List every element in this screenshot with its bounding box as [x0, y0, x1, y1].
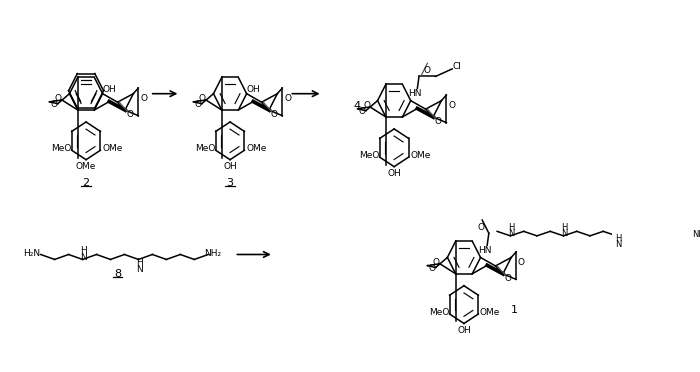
Text: O: O	[51, 100, 58, 109]
Text: O: O	[127, 110, 134, 119]
Text: MeO: MeO	[51, 144, 72, 153]
Text: O: O	[359, 107, 366, 116]
Text: N: N	[615, 240, 622, 249]
Text: O: O	[477, 223, 484, 232]
Text: 4: 4	[354, 100, 361, 110]
Text: H: H	[80, 246, 87, 255]
Text: HN: HN	[478, 246, 491, 255]
Text: MeO: MeO	[360, 151, 380, 160]
Text: O: O	[505, 274, 512, 283]
Text: OH: OH	[387, 169, 401, 178]
Text: 1: 1	[511, 305, 518, 315]
Text: H: H	[561, 224, 568, 232]
Text: N: N	[508, 230, 514, 238]
Text: OMe: OMe	[102, 144, 122, 153]
Text: 2: 2	[83, 177, 90, 187]
Text: NH₂: NH₂	[204, 249, 221, 258]
Text: O: O	[195, 100, 202, 109]
Text: O: O	[363, 102, 370, 110]
Text: O: O	[55, 94, 62, 103]
Text: O: O	[284, 94, 291, 103]
Text: MeO: MeO	[429, 308, 449, 317]
Text: H: H	[136, 258, 143, 267]
Text: 8: 8	[114, 269, 121, 279]
Text: OMe: OMe	[480, 308, 500, 317]
Text: O: O	[428, 264, 435, 273]
Text: O: O	[448, 101, 455, 110]
Text: OH: OH	[223, 162, 237, 171]
Text: N: N	[561, 230, 568, 238]
Text: O: O	[140, 94, 147, 103]
Text: N: N	[80, 253, 87, 262]
Text: 3: 3	[227, 177, 234, 187]
Text: OH: OH	[457, 326, 471, 335]
Text: HN: HN	[408, 89, 421, 98]
Text: OH: OH	[246, 85, 260, 94]
Text: H: H	[508, 224, 514, 232]
Text: O: O	[271, 110, 278, 119]
Text: O: O	[435, 117, 442, 126]
Text: Cl: Cl	[453, 62, 461, 71]
Text: OH: OH	[102, 85, 116, 94]
Text: O: O	[518, 258, 525, 267]
Text: O: O	[199, 94, 206, 103]
Text: H₂N: H₂N	[23, 249, 41, 258]
Text: NH₂: NH₂	[692, 230, 700, 239]
Text: MeO: MeO	[195, 144, 216, 153]
Text: N: N	[136, 265, 143, 274]
Text: O: O	[433, 258, 440, 267]
Text: OMe: OMe	[76, 162, 96, 171]
Text: O: O	[424, 66, 430, 75]
Text: H: H	[615, 234, 622, 243]
Text: OMe: OMe	[246, 144, 267, 153]
Text: OMe: OMe	[410, 151, 430, 160]
